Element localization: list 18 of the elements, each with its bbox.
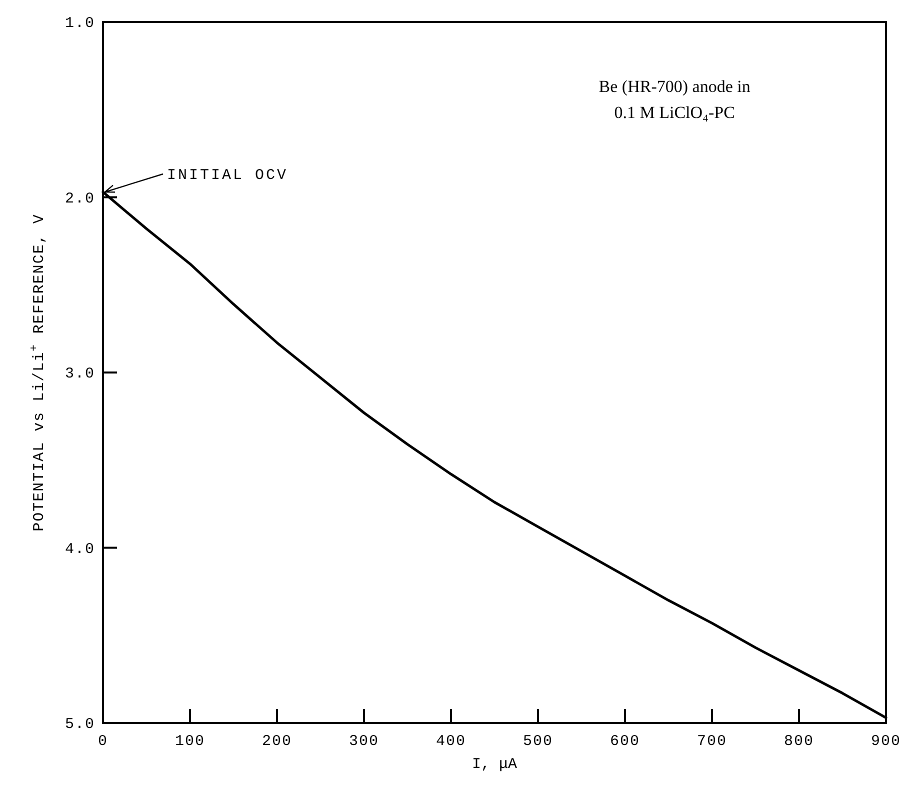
x-tick-label: 600 <box>610 733 640 750</box>
x-tick-label: 200 <box>262 733 292 750</box>
annotation: INITIAL OCV <box>167 166 288 184</box>
y-tick-label: 3.0 <box>64 366 95 382</box>
x-tick-label: 300 <box>348 733 380 750</box>
x-tick-label: 900 <box>870 733 902 750</box>
y-tick-label: 5.0 <box>64 716 95 733</box>
x-axis-title: I, μA <box>472 756 518 773</box>
y-tick-label: 2.0 <box>64 190 95 208</box>
x-tick-label: 400 <box>436 733 466 750</box>
x-tick-label: 500 <box>522 733 554 750</box>
y-tick-label: 4.0 <box>64 540 95 558</box>
x-tick-label: 800 <box>784 733 814 750</box>
y-tick-label: 1.0 <box>64 15 95 32</box>
annotation: Be (HR-700) anode in 0.1 M LiClO₄-PC <box>598 77 751 122</box>
x-tick-label: 0 <box>98 733 108 750</box>
x-tick-label: 100 <box>174 733 206 750</box>
x-tick-label: 700 <box>696 733 728 750</box>
